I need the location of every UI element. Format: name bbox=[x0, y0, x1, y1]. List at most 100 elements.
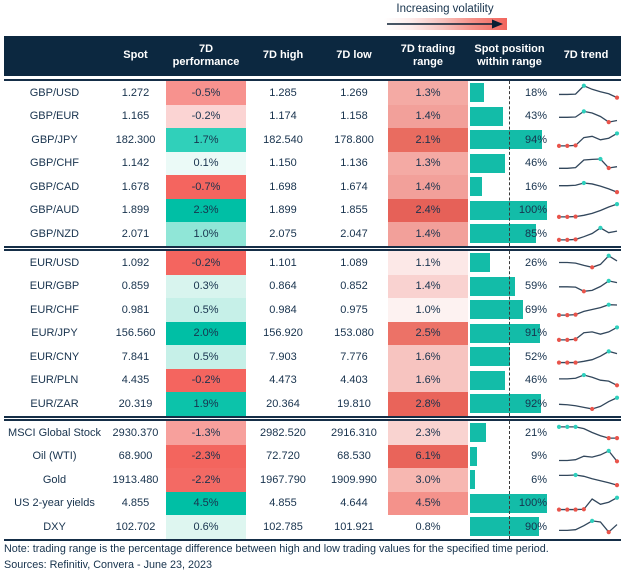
performance-cell: -0.7% bbox=[166, 175, 246, 199]
trend-sparkline bbox=[556, 302, 618, 318]
trend-min-dot bbox=[556, 313, 562, 318]
trading-range-cell: 1.6% bbox=[388, 345, 468, 369]
trend-min-dot bbox=[614, 483, 620, 488]
trading-range-cell: 1.4% bbox=[388, 222, 468, 246]
spot-value: 102.702 bbox=[115, 520, 156, 533]
spot-position-cell: 85% bbox=[468, 222, 551, 246]
low-value: 19.810 bbox=[337, 397, 371, 410]
trading-range-cell: 2.4% bbox=[388, 198, 468, 222]
spot-position-bar bbox=[470, 300, 524, 320]
high-value: 156.920 bbox=[263, 327, 303, 340]
table-row: EUR/JPY 156.560 2.0% 156.920 153.080 2.5% 91% bbox=[4, 321, 621, 346]
trading-range-cell: 1.3% bbox=[388, 151, 468, 175]
trend-cell bbox=[551, 392, 621, 416]
trend-min-dot bbox=[565, 144, 570, 149]
table-row: US 2-year yields 4.855 4.5% 4.855 4.644 4.5% 1… bbox=[4, 491, 621, 515]
trend-cell bbox=[551, 175, 621, 199]
trend-cell bbox=[551, 369, 621, 393]
spot-value: 156.560 bbox=[115, 327, 156, 340]
trend-min-dot bbox=[565, 313, 570, 318]
volatility-legend-label: Increasing volatility bbox=[396, 3, 494, 15]
spot-position-bar bbox=[470, 224, 536, 244]
performance-cell: 1.9% bbox=[166, 392, 246, 416]
trend-sparkline bbox=[559, 109, 618, 124]
trend-min-dot bbox=[614, 436, 620, 441]
table-row: GBP/NZD 2.071 1.0% 2.075 2.047 1.4% 85% bbox=[4, 222, 621, 246]
header-col-low: 7D low bbox=[336, 49, 372, 62]
section-other-assets: MSCI Global Stock 2930.370 -1.3% 2982.520 29… bbox=[4, 419, 621, 541]
trend-min-dot bbox=[565, 360, 570, 365]
trend-max-dot bbox=[581, 181, 586, 186]
spot-position-value: 100% bbox=[518, 497, 547, 510]
performance-cell: -0.2% bbox=[166, 251, 246, 275]
row-label: Gold bbox=[42, 473, 67, 486]
spot-position-cell: 46% bbox=[468, 369, 551, 393]
trend-sparkline bbox=[559, 253, 618, 270]
performance-cell: -0.5% bbox=[166, 81, 246, 105]
spot-value: 4.855 bbox=[121, 497, 150, 510]
high-value: 1967.790 bbox=[260, 473, 306, 486]
low-value: 1.269 bbox=[340, 86, 368, 99]
low-value: 68.530 bbox=[337, 450, 371, 463]
spot-value: 1.142 bbox=[121, 157, 150, 170]
spot-position-value: 91% bbox=[524, 327, 547, 340]
trend-min-dot bbox=[573, 336, 578, 342]
trend-cell bbox=[551, 251, 621, 275]
trend-sparkline bbox=[559, 156, 618, 170]
spot-position-cell: 100% bbox=[468, 199, 551, 223]
trend-min-dot bbox=[556, 238, 562, 243]
trend-max-dot bbox=[573, 473, 578, 478]
trend-max-dot bbox=[606, 278, 611, 283]
spot-position-bar bbox=[470, 517, 540, 537]
table-row: GBP/AUD 1.899 2.3% 1.899 1.855 2.4% 100% bbox=[4, 198, 621, 223]
spot-position-bar bbox=[470, 347, 510, 367]
performance-cell: 2.3% bbox=[166, 198, 246, 222]
trend-min-dot bbox=[556, 214, 562, 219]
low-value: 2.047 bbox=[340, 227, 368, 240]
trend-min-dot bbox=[606, 436, 611, 441]
trend-max-dot bbox=[614, 201, 620, 206]
trend-max-dot bbox=[606, 349, 611, 354]
trading-range-cell: 2.5% bbox=[388, 321, 468, 345]
header-col-high: 7D high bbox=[262, 49, 304, 62]
trend-min-dot bbox=[556, 507, 562, 512]
header-col-spot-position: Spot position within range bbox=[474, 42, 545, 68]
low-value: 4.403 bbox=[340, 374, 368, 387]
table-row: DXY 102.702 0.6% 102.785 101.921 0.8% 90% bbox=[4, 515, 621, 539]
row-label: EUR/CNY bbox=[29, 350, 80, 363]
trend-max-dot bbox=[581, 83, 586, 89]
spot-position-value: 46% bbox=[524, 157, 547, 170]
trend-max-dot bbox=[556, 425, 562, 430]
spot-position-cell: 94% bbox=[468, 128, 551, 152]
row-label: Oil (WTI) bbox=[32, 450, 77, 463]
high-value: 1.150 bbox=[269, 157, 297, 170]
low-value: 178.800 bbox=[334, 133, 374, 146]
trend-sparkline bbox=[559, 372, 620, 388]
trend-cell bbox=[551, 152, 621, 176]
performance-cell: 4.5% bbox=[166, 491, 246, 515]
trend-sparkline bbox=[556, 201, 620, 219]
trend-min-dot bbox=[556, 144, 562, 149]
table-header: Spot 7D performance 7D high 7D low 7D tr… bbox=[4, 36, 621, 76]
table-row: GBP/USD 1.272 -0.5% 1.285 1.269 1.3% 18% bbox=[4, 81, 621, 105]
trend-sparkline bbox=[558, 395, 620, 412]
volatility-legend: Increasing volatility bbox=[360, 3, 530, 30]
trend-cell bbox=[551, 322, 621, 346]
trend-sparkline bbox=[556, 131, 620, 149]
low-value: 1.674 bbox=[340, 180, 368, 193]
low-value: 1.855 bbox=[340, 204, 368, 217]
high-value: 0.984 bbox=[269, 303, 297, 316]
spot-position-value: 16% bbox=[524, 180, 547, 193]
performance-cell: 0.6% bbox=[166, 515, 246, 539]
trend-max-dot bbox=[565, 425, 570, 430]
spot-position-bar bbox=[470, 83, 484, 103]
trend-line bbox=[559, 85, 618, 99]
table-row: GBP/CAD 1.678 -0.7% 1.698 1.674 1.4% 16% bbox=[4, 175, 621, 199]
trading-range-cell: 2.3% bbox=[388, 421, 468, 445]
trend-max-dot bbox=[573, 425, 578, 430]
trend-cell bbox=[551, 128, 621, 152]
table-row: EUR/CHF 0.981 0.5% 0.984 0.975 1.0% 69% bbox=[4, 298, 621, 322]
table-row: EUR/CNY 7.841 0.5% 7.903 7.776 1.6% 52% bbox=[4, 345, 621, 369]
trend-sparkline bbox=[559, 83, 620, 100]
low-value: 2916.310 bbox=[331, 426, 377, 439]
